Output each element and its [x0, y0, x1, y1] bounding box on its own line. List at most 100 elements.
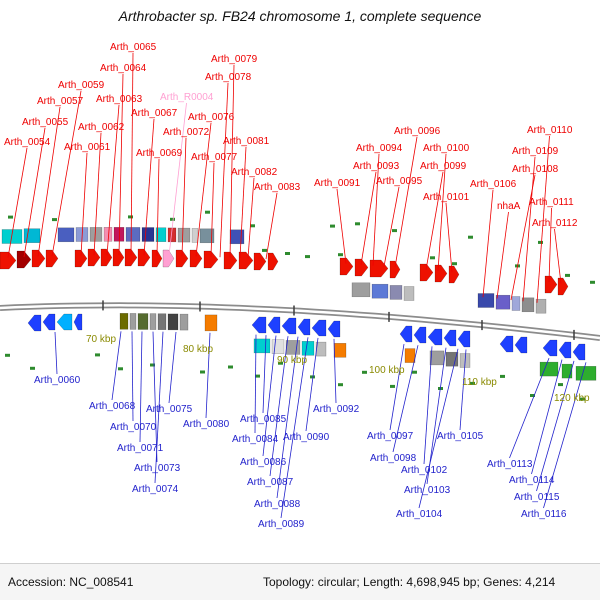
- feature-box[interactable]: [199, 228, 215, 244]
- gene-arrow[interactable]: [56, 313, 73, 331]
- feature-box[interactable]: [389, 285, 403, 300]
- gene-label-forward[interactable]: Arth_0096: [394, 126, 441, 137]
- gene-arrow[interactable]: [45, 249, 59, 268]
- gene-label-forward[interactable]: Arth_0054: [4, 137, 51, 148]
- gene-label-forward[interactable]: Arth_0072: [163, 127, 210, 138]
- gene-arrow[interactable]: [267, 252, 279, 271]
- gene-arrow[interactable]: [281, 317, 297, 335]
- gene-label-forward[interactable]: nhaA: [497, 201, 521, 212]
- feature-box[interactable]: [125, 227, 141, 242]
- gene-label-forward[interactable]: Arth_R0004: [160, 92, 214, 103]
- gene-label-reverse[interactable]: Arth_0073: [134, 463, 181, 474]
- gene-label-forward[interactable]: Arth_0078: [205, 72, 252, 83]
- feature-box[interactable]: [403, 286, 415, 301]
- gene-label-reverse[interactable]: Arth_0114: [509, 475, 555, 486]
- gene-label-reverse[interactable]: Arth_0085: [240, 414, 287, 425]
- feature-box[interactable]: [575, 366, 597, 381]
- feature-box[interactable]: [57, 227, 75, 243]
- gene-label-forward[interactable]: Arth_0079: [211, 54, 258, 65]
- gene-label-reverse[interactable]: Arth_0098: [370, 453, 417, 464]
- gene-label-forward[interactable]: Arth_0065: [110, 42, 157, 53]
- gene-label-reverse[interactable]: Arth_0075: [146, 404, 193, 415]
- gene-arrow[interactable]: [297, 318, 311, 336]
- gene-arrow[interactable]: [369, 259, 389, 278]
- gene-label-reverse[interactable]: Arth_0097: [367, 431, 414, 442]
- gene-label-forward[interactable]: Arth_0091: [314, 178, 361, 189]
- feature-box[interactable]: [539, 361, 559, 377]
- gene-arrow[interactable]: [16, 250, 32, 269]
- gene-label-forward[interactable]: Arth_0082: [231, 167, 278, 178]
- gene-label-forward[interactable]: Arth_0094: [356, 143, 403, 154]
- gene-arrow[interactable]: [100, 248, 113, 267]
- feature-box[interactable]: [155, 227, 167, 242]
- feature-box[interactable]: [371, 283, 389, 299]
- gene-label-forward[interactable]: Arth_0064: [100, 63, 147, 74]
- gene-label-forward[interactable]: Arth_0095: [376, 176, 423, 187]
- feature-box[interactable]: [301, 341, 315, 356]
- gene-arrow[interactable]: [251, 316, 267, 334]
- gene-label-reverse[interactable]: Arth_0068: [89, 401, 136, 412]
- gene-label-forward[interactable]: Arth_0106: [470, 179, 517, 190]
- gene-arrow[interactable]: [514, 336, 528, 354]
- gene-label-forward[interactable]: Arth_0093: [353, 161, 400, 172]
- gene-arrow[interactable]: [542, 339, 558, 357]
- gene-arrow[interactable]: [223, 251, 238, 270]
- gene-arrow[interactable]: [42, 313, 56, 331]
- gene-label-forward[interactable]: Arth_0076: [188, 112, 235, 123]
- gene-arrow[interactable]: [499, 335, 514, 353]
- feature-box[interactable]: [204, 314, 218, 332]
- gene-label-forward[interactable]: Arth_0110: [527, 125, 573, 136]
- gene-label-forward[interactable]: Arth_0067: [131, 108, 178, 119]
- gene-label-reverse[interactable]: Arth_0088: [254, 499, 301, 510]
- gene-label-forward[interactable]: Arth_0057: [37, 96, 84, 107]
- feature-box[interactable]: [229, 229, 245, 245]
- gene-arrow[interactable]: [31, 249, 46, 268]
- gene-label-reverse[interactable]: Arth_0092: [313, 404, 360, 415]
- gene-arrow[interactable]: [544, 275, 558, 294]
- gene-label-reverse[interactable]: Arth_0105: [437, 431, 484, 442]
- gene-label-forward[interactable]: Arth_0099: [420, 161, 467, 172]
- feature-box[interactable]: [167, 313, 179, 331]
- gene-arrow[interactable]: [419, 263, 434, 282]
- feature-box[interactable]: [157, 313, 167, 330]
- gene-arrow[interactable]: [0, 251, 17, 270]
- feature-box[interactable]: [119, 313, 129, 330]
- gene-label-forward[interactable]: Arth_0081: [223, 136, 270, 147]
- gene-label-reverse[interactable]: Arth_0115: [514, 492, 560, 503]
- gene-arrow[interactable]: [457, 330, 471, 348]
- feature-box[interactable]: [179, 313, 189, 331]
- feature-box[interactable]: [521, 297, 535, 313]
- gene-label-reverse[interactable]: Arth_0102: [401, 465, 448, 476]
- gene-arrow[interactable]: [354, 258, 369, 277]
- gene-label-reverse[interactable]: Arth_0074: [132, 484, 179, 495]
- gene-arrow[interactable]: [74, 249, 88, 268]
- gene-arrow[interactable]: [137, 248, 151, 267]
- gene-label-reverse[interactable]: Arth_0089: [258, 519, 305, 530]
- gene-label-reverse[interactable]: Arth_0087: [247, 477, 294, 488]
- gene-label-reverse[interactable]: Arth_0116: [521, 509, 567, 520]
- gene-label-reverse[interactable]: Arth_0071: [117, 443, 164, 454]
- gene-label-forward[interactable]: Arth_0055: [22, 117, 69, 128]
- feature-box[interactable]: [177, 227, 191, 243]
- gene-label-forward[interactable]: Arth_0077: [191, 152, 238, 163]
- gene-label-reverse[interactable]: Arth_0090: [283, 432, 330, 443]
- gene-label-reverse[interactable]: Arth_0103: [404, 485, 451, 496]
- gene-arrow[interactable]: [112, 248, 125, 267]
- gene-label-forward[interactable]: Arth_0061: [64, 142, 111, 153]
- gene-label-reverse[interactable]: Arth_0070: [110, 422, 157, 433]
- gene-arrow[interactable]: [389, 260, 401, 279]
- gene-label-forward[interactable]: Arth_0112: [532, 218, 578, 229]
- gene-arrow[interactable]: [189, 249, 203, 268]
- feature-box[interactable]: [511, 296, 521, 311]
- gene-arrow[interactable]: [73, 313, 83, 331]
- gene-label-forward[interactable]: Arth_0108: [512, 164, 559, 175]
- gene-arrow[interactable]: [427, 328, 443, 346]
- gene-arrow[interactable]: [203, 250, 219, 269]
- feature-box[interactable]: [137, 313, 149, 330]
- feature-box[interactable]: [149, 313, 157, 330]
- gene-arrow[interactable]: [413, 326, 427, 344]
- gene-arrow[interactable]: [175, 249, 189, 268]
- feature-box[interactable]: [477, 293, 495, 308]
- gene-arrow[interactable]: [162, 249, 175, 268]
- feature-box[interactable]: [315, 341, 327, 357]
